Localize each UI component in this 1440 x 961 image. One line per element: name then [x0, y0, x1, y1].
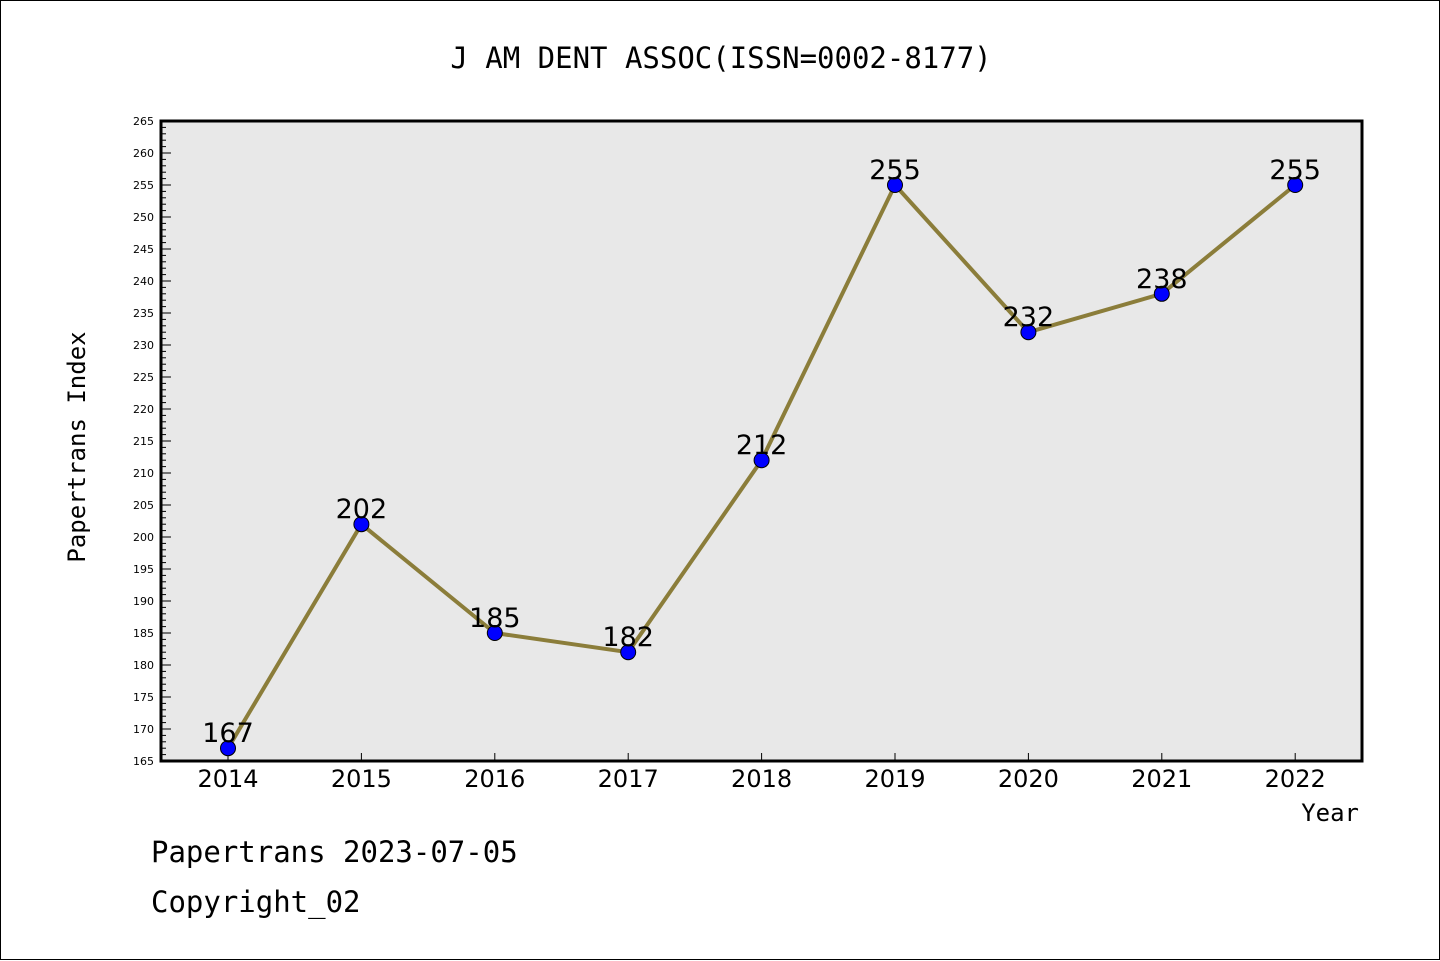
x-tick-label: 2016	[464, 765, 525, 793]
data-point-marker	[1153, 285, 1170, 302]
y-tick-label: 215	[133, 435, 154, 448]
data-value-label: 255	[869, 155, 921, 186]
y-tick-label: 210	[133, 467, 154, 480]
data-value-label: 182	[602, 622, 654, 653]
x-tick-label: 2014	[197, 765, 258, 793]
y-tick-label: 245	[133, 243, 154, 256]
x-tick-label: 2021	[1131, 765, 1192, 793]
footer-copyright-line: Copyright_02	[151, 885, 361, 919]
y-tick-label: 205	[133, 499, 154, 512]
data-value-label: 255	[1269, 155, 1321, 186]
y-tick-label: 190	[133, 595, 154, 608]
x-axis: 2014 2015 2016 2017 2018 2019 2020 2021 2022	[197, 753, 1326, 793]
y-tick-label: 165	[133, 755, 154, 768]
data-point-marker	[1020, 324, 1037, 341]
data-point-marker	[486, 625, 503, 641]
y-tick-label: 265	[133, 115, 154, 128]
footer-date-line: Papertrans 2023-07-05	[151, 835, 518, 869]
x-tick-label: 2018	[731, 765, 792, 793]
x-tick-label: 2019	[864, 765, 925, 793]
x-tick-label: 2022	[1265, 765, 1326, 793]
data-value-label: 232	[1003, 302, 1055, 333]
x-tick-label: 2020	[998, 765, 1059, 793]
data-point-marker	[353, 516, 370, 533]
y-tick-label: 240	[133, 275, 154, 288]
x-tick-label: 2017	[598, 765, 659, 793]
y-tick-label: 200	[133, 531, 154, 544]
data-point-marker	[1287, 177, 1304, 193]
y-tick-label: 235	[133, 307, 154, 320]
y-tick-label: 255	[133, 179, 154, 192]
y-tick-label: 230	[133, 339, 154, 352]
y-tick-label: 225	[133, 371, 154, 384]
data-point-marker	[753, 452, 770, 469]
data-value-label: 167	[202, 718, 254, 749]
y-tick-label: 220	[133, 403, 154, 416]
y-tick-label: 180	[133, 659, 154, 672]
y-tick-label: 250	[133, 211, 154, 224]
chart-title: J AM DENT ASSOC(ISSN=0002-8177)	[450, 41, 991, 75]
data-point-marker	[887, 177, 903, 193]
y-axis-label: Papertrans Index	[63, 331, 91, 562]
y-tick-label: 185	[133, 627, 154, 640]
data-value-label: 238	[1136, 264, 1188, 295]
data-value-label: 185	[469, 603, 521, 634]
data-labels: 167 202 185 182 212 255 232 238 255	[202, 155, 1321, 749]
data-markers	[220, 177, 1304, 757]
data-point-marker	[620, 644, 637, 661]
plot-area	[159, 119, 1364, 763]
y-tick-label: 170	[133, 723, 154, 736]
y-tick-label: 195	[133, 563, 154, 576]
data-value-label: 212	[736, 430, 788, 461]
y-tick-label: 260	[133, 147, 154, 160]
data-value-label: 202	[336, 494, 388, 525]
y-axis: 165 170 175 180 185 190 195 200 205 210 215 220 225 2…	[133, 115, 171, 768]
x-tick-label: 2015	[331, 765, 392, 793]
data-point-marker	[220, 740, 236, 757]
y-tick-label: 175	[133, 691, 154, 704]
x-axis-label: Year	[1301, 799, 1359, 827]
